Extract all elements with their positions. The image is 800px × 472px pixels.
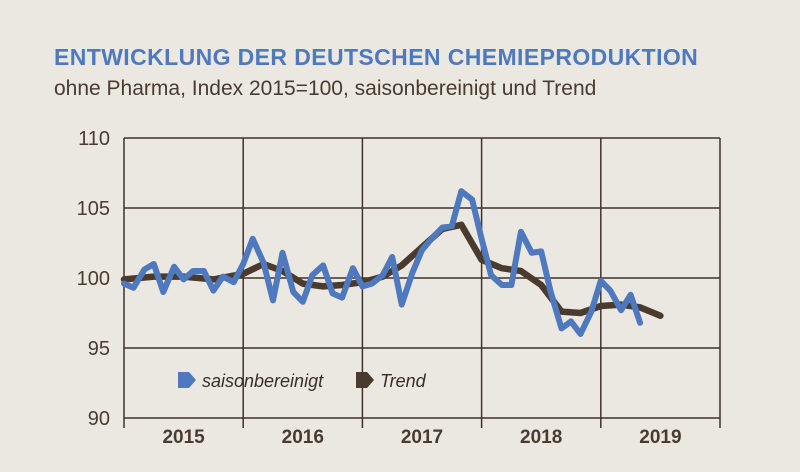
x-tick-label: 2017 bbox=[401, 427, 443, 448]
series-line-saisonbereinigt bbox=[121, 188, 644, 337]
y-tick-label: 110 bbox=[78, 128, 110, 150]
legend-label-saisonbereinigt: saisonbereinigt bbox=[202, 371, 324, 391]
series-line-trend bbox=[120, 221, 664, 320]
series-lines bbox=[120, 188, 664, 337]
x-tick-label: 2015 bbox=[162, 427, 205, 448]
y-tick-label: 90 bbox=[88, 408, 110, 430]
y-tick-label: 95 bbox=[88, 338, 110, 360]
legend: saisonbereinigt Trend bbox=[178, 371, 427, 391]
legend-label-trend: Trend bbox=[380, 371, 427, 391]
x-axis-ticks: 2015 2016 2017 2018 2019 bbox=[162, 427, 681, 448]
y-tick-label: 100 bbox=[77, 268, 110, 290]
legend-marker-saisonbereinigt bbox=[178, 372, 196, 388]
y-tick-label: 105 bbox=[77, 198, 110, 220]
x-tick-label: 2018 bbox=[520, 427, 562, 448]
chart-subtitle: ohne Pharma, Index 2015=100, saisonberei… bbox=[54, 77, 597, 100]
y-axis-ticks: 110 105 100 95 90 bbox=[77, 128, 110, 430]
legend-marker-trend bbox=[356, 372, 374, 388]
chart-title: ENTWICKLUNG DER DEUTSCHEN CHEMIEPRODUKTI… bbox=[54, 44, 699, 70]
x-tick-label: 2019 bbox=[639, 427, 681, 448]
x-tick-label: 2016 bbox=[282, 427, 324, 448]
